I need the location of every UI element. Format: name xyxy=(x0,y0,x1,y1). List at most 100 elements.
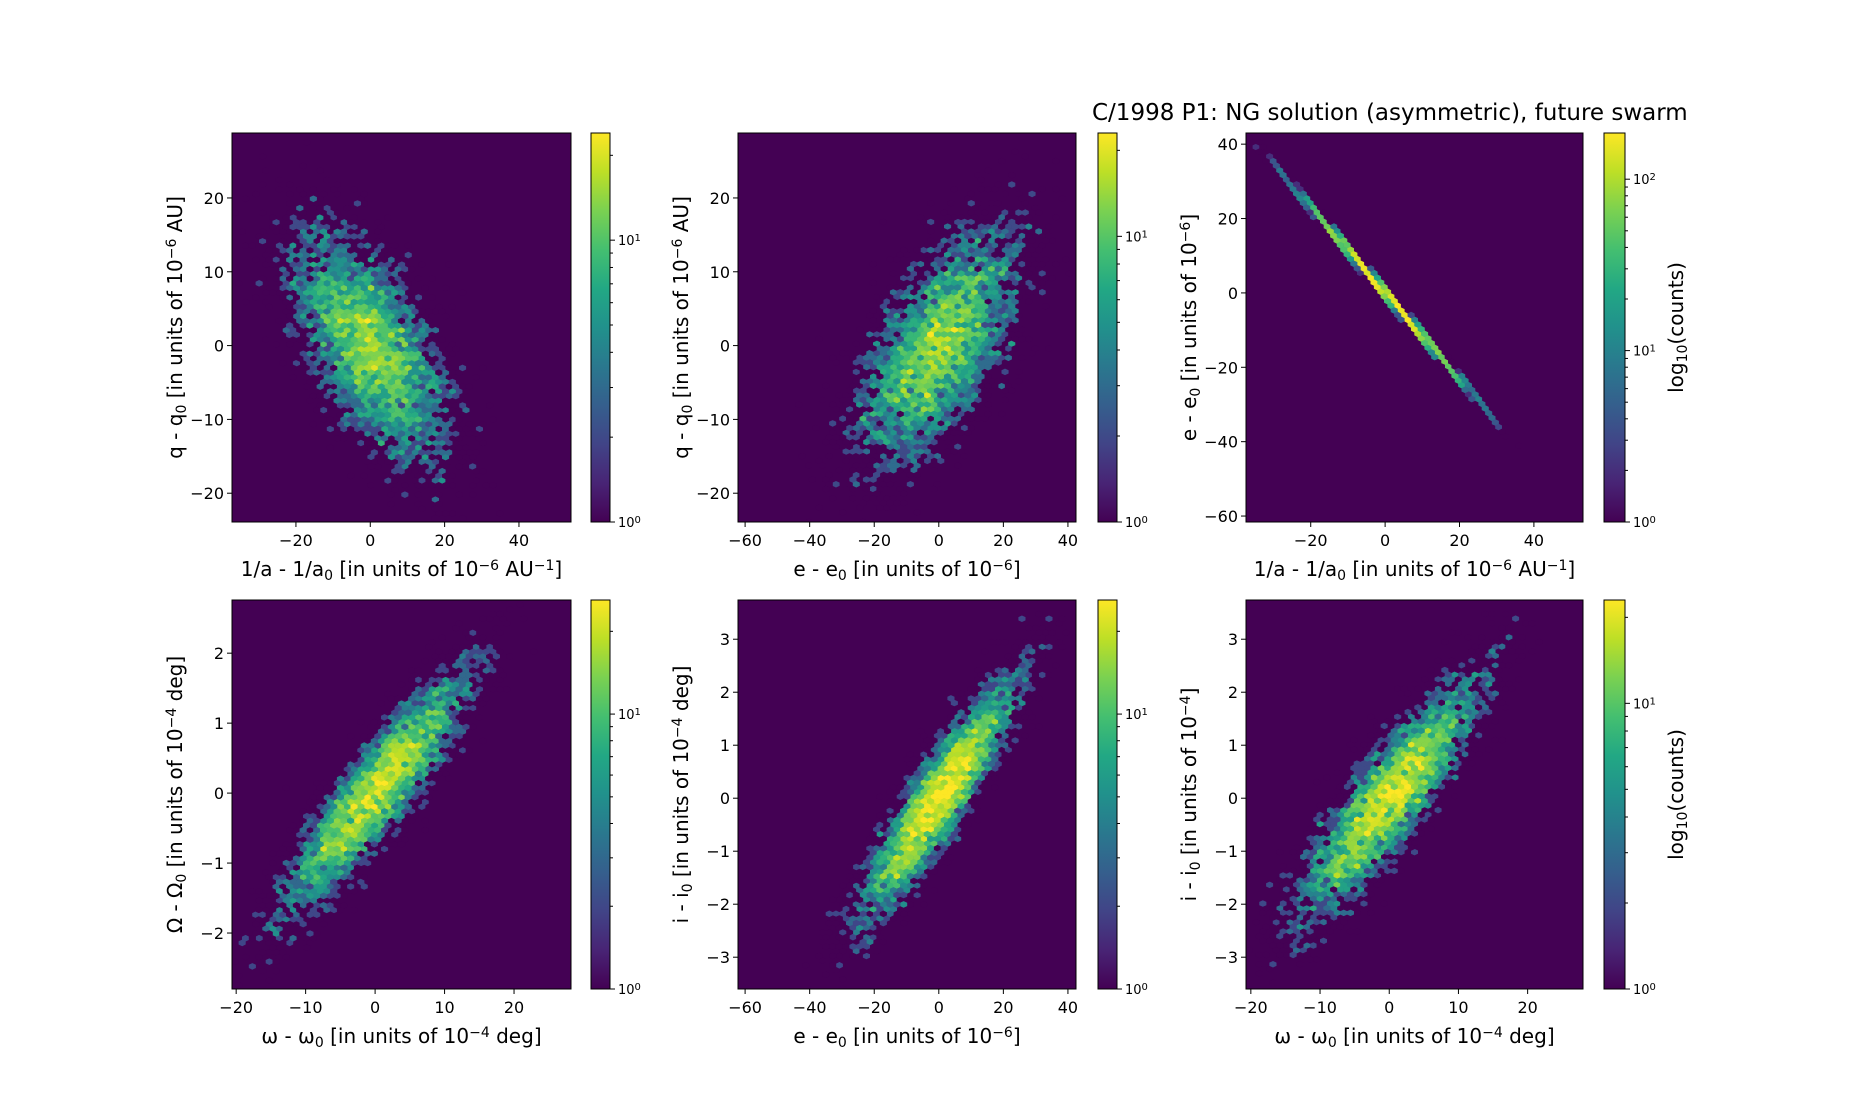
hex-cell xyxy=(252,256,260,264)
hex-cell xyxy=(411,374,419,381)
hex-cell xyxy=(448,482,456,489)
hex-cell xyxy=(296,270,304,278)
hex-cell xyxy=(1407,750,1415,758)
hex-cell xyxy=(404,364,412,372)
hex-cell xyxy=(1042,274,1050,282)
hex-cell xyxy=(1377,774,1385,781)
hex-cell xyxy=(377,411,385,419)
hex-cell xyxy=(988,704,995,711)
hex-cell xyxy=(357,374,365,381)
y-axis-label-sub: 0 xyxy=(1188,388,1204,397)
hex-cell xyxy=(927,293,935,301)
hex-cell xyxy=(340,836,348,843)
hex-cell xyxy=(343,794,351,801)
hex-cell xyxy=(917,793,925,800)
hex-cell xyxy=(971,232,979,240)
hex-cell xyxy=(913,424,921,432)
hex-cell xyxy=(903,354,911,362)
hex-cell xyxy=(459,718,467,726)
hex-cell xyxy=(1437,783,1445,791)
y-axis-label-tail: deg] xyxy=(669,666,693,718)
hex-cell xyxy=(1468,713,1476,720)
hex-cell xyxy=(326,341,334,348)
hex-cell xyxy=(957,242,965,249)
hex-cell xyxy=(459,458,467,466)
hex-cell xyxy=(896,849,904,857)
hex-cell xyxy=(974,377,982,385)
hex-cell xyxy=(957,401,965,408)
hex-cell xyxy=(313,294,321,301)
x-tick-label: −40 xyxy=(793,531,827,550)
hex-cell xyxy=(333,892,341,900)
hex-cell xyxy=(265,247,273,254)
hex-cell xyxy=(846,863,854,871)
hex-cell xyxy=(1464,690,1472,697)
hex-cell xyxy=(964,373,972,380)
y-tick-label: 20 xyxy=(1218,210,1238,229)
x-axis-label-end: ] xyxy=(554,557,562,581)
hex-cell xyxy=(309,233,317,240)
hex-cell xyxy=(960,368,968,376)
hex-cell xyxy=(289,887,297,895)
hex-cell xyxy=(933,807,941,814)
hex-cell xyxy=(947,741,955,749)
hex-cell xyxy=(1451,671,1459,678)
x-tick-label: 0 xyxy=(934,531,944,550)
hex-cell xyxy=(910,457,918,465)
hex-cell xyxy=(873,406,881,413)
hex-cell xyxy=(1357,886,1365,893)
hex-cell xyxy=(906,368,914,376)
hex-cell xyxy=(309,812,317,820)
hex-cell xyxy=(292,911,300,918)
hex-cell xyxy=(930,774,938,782)
hex-cell xyxy=(1384,746,1392,753)
hex-cell xyxy=(1427,713,1435,720)
hex-cell xyxy=(357,747,365,754)
hex-cell xyxy=(1357,269,1365,277)
hex-cell xyxy=(343,392,351,400)
hex-cell xyxy=(849,448,857,455)
hex-cell xyxy=(282,850,290,857)
hex-cell xyxy=(893,499,901,507)
hex-cell xyxy=(435,406,443,414)
hex-cell xyxy=(411,803,419,810)
hex-cell xyxy=(930,260,938,268)
hex-cell xyxy=(347,798,355,806)
hex-cell xyxy=(991,232,999,240)
hex-cell xyxy=(282,223,290,231)
hex-cell xyxy=(886,415,894,422)
hex-cell xyxy=(411,737,419,745)
hex-cell xyxy=(1058,643,1066,651)
hex-cell xyxy=(323,317,331,325)
hex-cell xyxy=(336,308,344,315)
hex-cell xyxy=(886,312,894,319)
hex-cell xyxy=(1464,699,1472,706)
hex-cell xyxy=(374,397,382,404)
hex-cell xyxy=(977,690,985,697)
hex-cell xyxy=(336,812,344,820)
hex-cell xyxy=(994,331,1002,338)
hex-cell xyxy=(1018,195,1026,202)
hex-cell xyxy=(886,882,894,889)
hex-cell xyxy=(1018,681,1026,688)
hex-cell xyxy=(1357,811,1365,819)
hex-cell xyxy=(492,653,500,660)
hex-cell xyxy=(289,916,297,923)
hex-cell xyxy=(442,444,450,451)
hex-cell xyxy=(937,317,945,324)
hex-cell xyxy=(455,714,463,721)
hex-cell xyxy=(367,397,375,404)
hex-cell xyxy=(910,466,918,474)
hex-cell xyxy=(933,312,941,319)
hex-cell xyxy=(397,298,406,306)
hex-cell xyxy=(893,368,901,376)
hex-cell xyxy=(1350,736,1358,744)
hex-cell xyxy=(920,377,928,385)
hex-cell xyxy=(1417,792,1425,800)
colorbar-gradient xyxy=(1603,132,1626,523)
hex-cell xyxy=(1478,708,1486,716)
hex-cell xyxy=(940,741,948,749)
hex-cell xyxy=(381,826,389,834)
hex-cell xyxy=(286,190,294,198)
hex-cell xyxy=(950,793,958,800)
